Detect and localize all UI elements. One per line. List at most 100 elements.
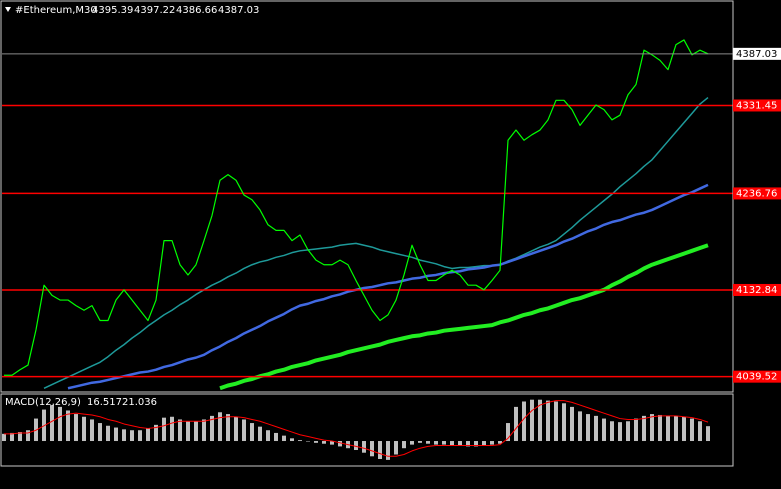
macd-bar — [106, 425, 110, 442]
price-line — [4, 39, 709, 376]
macd-bar — [98, 423, 102, 442]
macd-bar — [474, 441, 478, 447]
macd-bar — [450, 441, 454, 446]
macd-bar — [442, 441, 446, 445]
macd-bar — [690, 418, 694, 442]
macd-bar — [146, 428, 150, 442]
macd-bar — [426, 441, 430, 444]
macd-bar — [90, 419, 94, 442]
macd-bar — [482, 441, 486, 446]
signal-line — [4, 400, 709, 457]
macd-bar — [26, 430, 30, 442]
macd-bar — [658, 414, 662, 442]
level-label: 4039.52 — [736, 372, 777, 383]
level-label: 4236.76 — [736, 188, 777, 199]
macd-bar — [562, 403, 566, 442]
macd-bar — [458, 441, 462, 446]
level-tag — [733, 370, 781, 383]
macd-bar — [546, 400, 550, 442]
macd-bar — [2, 433, 6, 442]
level-tag — [733, 99, 781, 112]
last-price-label: 4387.03 — [736, 49, 777, 60]
macd-bar — [466, 441, 470, 447]
macd-bar — [706, 426, 710, 442]
axis-labels: 4331.45 4236.76 4132.84 4039.52 4387.03 — [733, 47, 781, 383]
level-label: 4331.45 — [736, 100, 777, 111]
level-tag — [733, 283, 781, 296]
macd-bar — [698, 421, 702, 442]
macd-bar — [618, 422, 622, 442]
macd-bar — [554, 401, 558, 442]
macd-bar — [50, 405, 54, 442]
macd-bar — [330, 441, 334, 445]
macd-bar — [634, 418, 638, 442]
macd-frame — [0, 393, 734, 467]
macd-bar — [386, 441, 390, 460]
ohlc-close: 4387.03 — [218, 5, 259, 16]
ohlc-open: 4395.39 — [92, 5, 133, 16]
macd-bar — [338, 441, 342, 447]
macd-bar — [66, 410, 70, 442]
macd-bar — [234, 416, 238, 442]
macd-bar — [578, 411, 582, 442]
macd-bar — [138, 430, 142, 442]
macd-bar — [682, 416, 686, 442]
macd-bar — [602, 418, 606, 442]
macd-bar — [418, 441, 422, 443]
macd-bar — [202, 419, 206, 442]
macd-bar — [594, 415, 598, 442]
macd-bar — [178, 419, 182, 442]
macd-bar — [610, 421, 614, 442]
macd-bar — [362, 441, 366, 453]
macd-bar — [130, 430, 134, 442]
macd-bar — [586, 414, 590, 442]
macd-bar — [114, 427, 118, 442]
macd-value: 16.517 — [87, 397, 122, 408]
macd-bar — [250, 423, 254, 442]
ohlc-low: 4386.66 — [176, 5, 217, 16]
macd-bar — [378, 441, 382, 459]
macd-bar — [666, 415, 670, 442]
macd-bar — [10, 432, 14, 442]
macd-bar — [282, 435, 286, 442]
symbol-title: #Ethereum,M30 — [15, 5, 97, 16]
macd-bar — [514, 406, 518, 442]
menu-arrow[interactable] — [5, 7, 11, 12]
macd-bar — [122, 429, 126, 442]
macd-bar — [498, 441, 502, 444]
signal-value: 21.036 — [122, 397, 157, 408]
macd-bar — [522, 401, 526, 442]
macd-bar — [434, 441, 438, 445]
moving-average — [219, 243, 709, 391]
macd-bar — [314, 441, 318, 443]
last-price-tag — [733, 47, 781, 60]
marks — [2, 39, 733, 460]
macd-bar — [322, 441, 326, 444]
macd-bar — [490, 441, 494, 445]
macd-bar — [18, 432, 22, 442]
macd-bar — [298, 440, 302, 442]
macd-bar — [242, 419, 246, 442]
macd-bar — [186, 421, 190, 442]
macd-bar — [154, 424, 158, 442]
macd-bar — [194, 421, 198, 442]
macd-bar — [354, 441, 358, 451]
moving-average — [43, 96, 709, 389]
level-label: 4132.84 — [736, 285, 777, 296]
macd-bar — [274, 432, 278, 442]
macd-bar — [538, 399, 542, 442]
macd-bar — [570, 406, 574, 442]
moving-average — [67, 183, 709, 390]
macd-bar — [370, 441, 374, 457]
macd-bar — [58, 406, 62, 442]
ohlc-high: 4397.22 — [134, 5, 175, 16]
macd-bar — [258, 426, 262, 442]
macd-bar — [218, 412, 222, 442]
macd-bar — [650, 414, 654, 442]
macd-bar — [530, 399, 534, 442]
macd-bar — [82, 416, 86, 442]
macd-bar — [74, 414, 78, 442]
